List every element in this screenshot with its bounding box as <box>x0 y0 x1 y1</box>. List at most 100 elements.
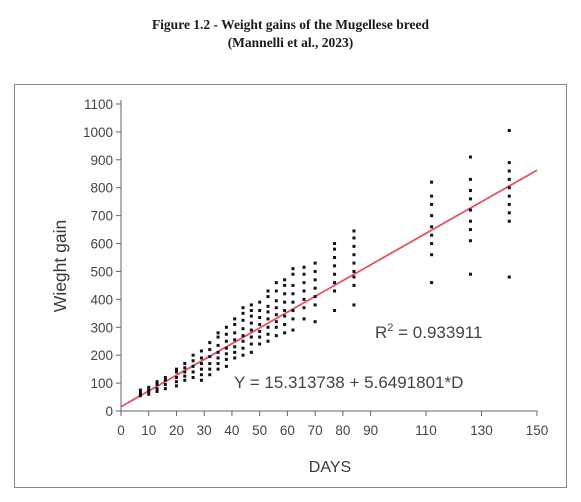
data-point <box>302 265 306 269</box>
data-point <box>249 321 253 325</box>
data-point <box>352 261 356 265</box>
data-point <box>147 385 151 389</box>
data-point <box>266 325 270 329</box>
y-tick-label: 600 <box>90 237 113 252</box>
y-tick-label: 800 <box>90 181 113 196</box>
data-point <box>199 362 203 366</box>
x-tick-label: 0 <box>117 423 125 438</box>
data-point <box>241 311 245 315</box>
data-point <box>266 339 270 343</box>
data-point <box>183 362 187 366</box>
data-point <box>507 161 511 165</box>
data-point <box>352 275 356 279</box>
data-point <box>199 349 203 353</box>
data-points <box>138 129 511 398</box>
regression-line <box>120 169 538 408</box>
data-point <box>258 329 262 333</box>
data-point <box>241 339 245 343</box>
data-point <box>138 392 142 396</box>
data-point <box>352 303 356 307</box>
data-point <box>430 253 434 257</box>
data-point <box>233 317 237 321</box>
y-tick-label: 300 <box>90 320 113 335</box>
x-tick-label: 10 <box>141 423 156 438</box>
data-point <box>333 247 337 251</box>
y-ticks: 0 100 200 300 400 500 600 700 800 900 1000 1100 <box>83 97 121 419</box>
data-point <box>183 370 187 374</box>
data-point <box>507 202 511 206</box>
data-point <box>352 244 356 248</box>
r-squared-label: R2 = 0.933911 <box>375 322 482 342</box>
data-point <box>233 322 237 326</box>
data-point <box>174 376 178 380</box>
axes <box>120 100 537 412</box>
data-point <box>352 236 356 240</box>
y-tick-label: 500 <box>90 264 113 279</box>
data-point <box>155 380 159 384</box>
y-tick-label: 1100 <box>84 97 113 112</box>
data-point <box>216 331 220 335</box>
data-point <box>258 316 262 320</box>
data-point <box>249 350 253 354</box>
data-point <box>291 317 295 321</box>
data-point <box>249 328 253 332</box>
data-point <box>224 364 228 368</box>
data-point <box>208 355 212 359</box>
data-point <box>216 343 220 347</box>
x-tick-label: 150 <box>526 423 549 438</box>
data-point <box>507 169 511 173</box>
x-axis-title: DAYS <box>309 459 351 476</box>
data-point <box>258 322 262 326</box>
y-tick-label: 1000 <box>83 125 113 140</box>
data-point <box>468 155 472 159</box>
data-point <box>283 314 287 318</box>
data-point <box>155 389 159 393</box>
data-point <box>155 382 159 386</box>
data-point <box>138 388 142 392</box>
data-point <box>183 378 187 382</box>
x-tick-label: 20 <box>169 423 184 438</box>
data-point <box>507 219 511 223</box>
data-point <box>468 197 472 201</box>
data-point <box>258 342 262 346</box>
regression-equation: Y = 15.313738 + 5.6491801*D <box>234 373 463 392</box>
data-point <box>468 219 472 223</box>
data-point <box>302 289 306 293</box>
data-point <box>216 362 220 366</box>
x-tick-label: 80 <box>335 423 350 438</box>
data-point <box>333 264 337 268</box>
data-point <box>233 345 237 349</box>
data-point <box>333 281 337 285</box>
x-tick-label: 90 <box>363 423 378 438</box>
data-point <box>291 267 295 271</box>
data-point <box>507 211 511 215</box>
data-point <box>224 352 228 356</box>
data-point <box>233 350 237 354</box>
data-point <box>274 289 278 293</box>
y-tick-label: 900 <box>90 153 113 168</box>
figure-caption: Figure 1.2 - Weight gains of the Mugelle… <box>0 16 581 52</box>
data-point <box>333 242 337 246</box>
data-point <box>191 376 195 380</box>
data-point <box>241 306 245 310</box>
y-tick-label: 0 <box>105 404 113 419</box>
r-squared-value: = 0.933911 <box>393 323 482 342</box>
figure-caption-source: (Mannelli et al., 2023) <box>227 35 354 50</box>
data-point <box>249 314 253 318</box>
data-point <box>266 317 270 321</box>
data-point <box>199 373 203 377</box>
data-point <box>313 320 317 324</box>
data-point <box>430 242 434 246</box>
data-point <box>313 286 317 290</box>
data-point <box>216 356 220 360</box>
data-point <box>274 313 278 317</box>
data-point <box>302 272 306 276</box>
data-point <box>313 278 317 282</box>
data-point <box>333 309 337 313</box>
data-point <box>333 272 337 276</box>
data-point <box>208 341 212 345</box>
data-point <box>430 214 434 218</box>
data-point <box>507 186 511 190</box>
data-point <box>224 357 228 361</box>
data-point <box>313 261 317 265</box>
